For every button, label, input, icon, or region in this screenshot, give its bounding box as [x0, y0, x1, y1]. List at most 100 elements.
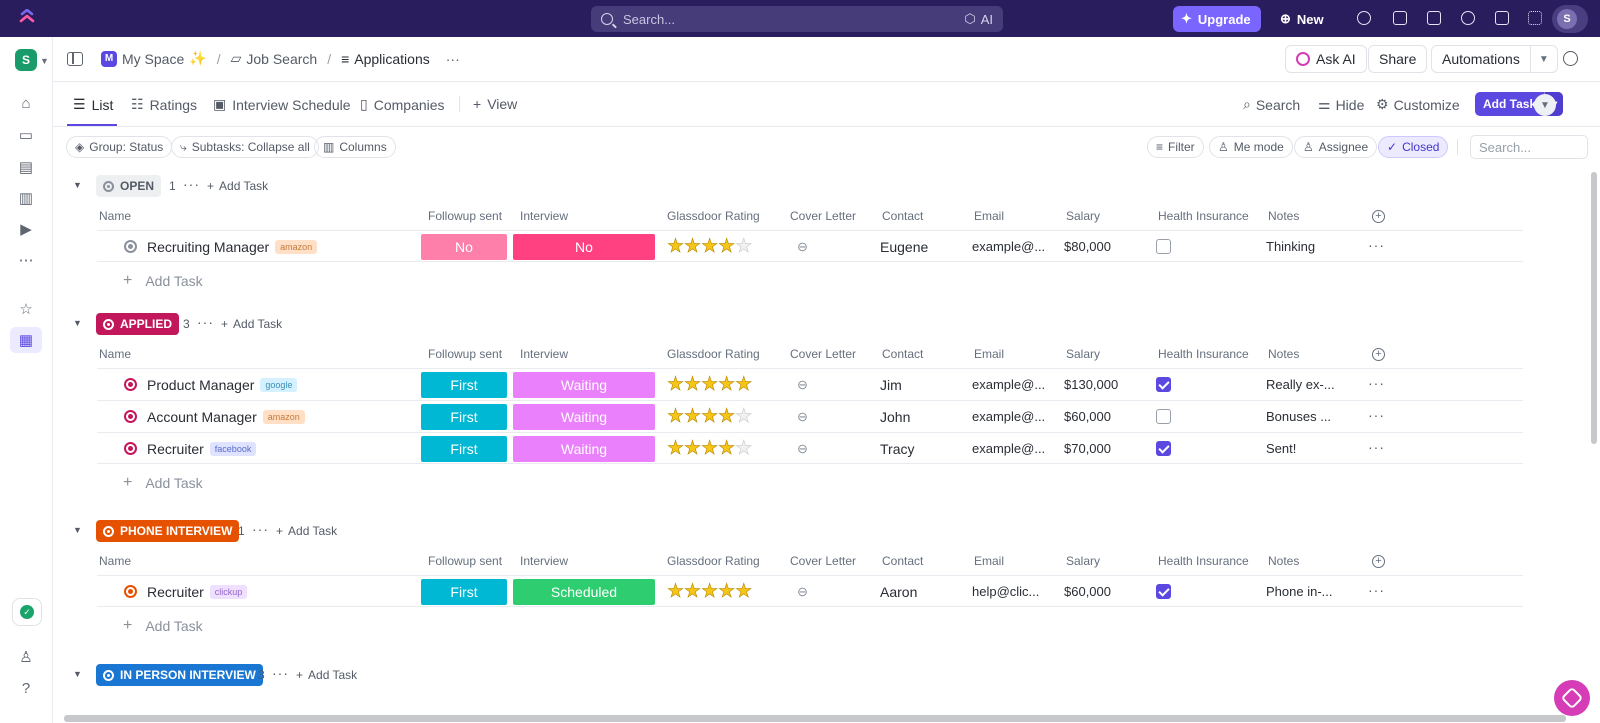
contact-cell[interactable]: Tracy: [880, 441, 915, 457]
chevron-down-icon[interactable]: ▼: [73, 525, 82, 535]
task-status-icon[interactable]: [124, 442, 137, 455]
star-icon[interactable]: ★: [667, 406, 685, 427]
add-task-row[interactable]: + Add Task: [123, 272, 203, 290]
group-more-icon[interactable]: ···: [197, 314, 214, 330]
health-insurance-checkbox[interactable]: [1156, 584, 1171, 599]
row-more-icon[interactable]: ···: [1368, 407, 1385, 423]
column-header[interactable]: Salary: [1066, 209, 1101, 223]
task-name[interactable]: Product Manager google: [147, 377, 298, 393]
followup-sent-cell[interactable]: First: [421, 404, 507, 430]
health-insurance-checkbox[interactable]: [1156, 377, 1171, 392]
glassdoor-rating[interactable]: ★ ★ ★ ★ ★: [667, 438, 753, 459]
tab-ratings[interactable]: ☷ Ratings: [131, 96, 197, 113]
task-tag[interactable]: amazon: [262, 410, 305, 424]
contact-cell[interactable]: Aaron: [880, 584, 918, 600]
star-icon[interactable]: ★: [667, 374, 685, 395]
help-icon[interactable]: ?: [21, 679, 31, 697]
contact-cell[interactable]: Jim: [880, 377, 902, 393]
notes-cell[interactable]: Bonuses ...: [1266, 409, 1332, 424]
favorites-star-icon[interactable]: ☆: [19, 301, 33, 318]
task-status-icon[interactable]: [124, 585, 137, 598]
ask-ai-button[interactable]: Ask AI: [1285, 45, 1367, 73]
salary-cell[interactable]: $70,000: [1064, 441, 1111, 456]
workspace-badge[interactable]: S: [15, 49, 37, 71]
task-tag[interactable]: clickup: [209, 585, 248, 599]
task-name[interactable]: Recruiter clickup: [147, 584, 248, 600]
salary-cell[interactable]: $60,000: [1064, 409, 1111, 424]
star-icon[interactable]: ★: [701, 438, 719, 459]
share-button[interactable]: Share: [1368, 45, 1428, 73]
document-icon[interactable]: [1495, 11, 1509, 25]
column-header[interactable]: Notes: [1268, 209, 1300, 223]
collapse-toggle[interactable]: ▼: [1534, 94, 1556, 116]
salary-cell[interactable]: $130,000: [1064, 377, 1119, 392]
task-status-icon[interactable]: [124, 240, 137, 253]
row-more-icon[interactable]: ···: [1368, 237, 1385, 253]
table-row[interactable]: Recruiter clickup First Scheduled ★ ★ ★ ★ ★ ⊘ Aaro…: [97, 575, 1523, 607]
interview-cell[interactable]: Waiting: [513, 372, 655, 398]
column-header[interactable]: Interview: [520, 347, 569, 361]
row-more-icon[interactable]: ···: [1368, 375, 1385, 391]
group-more-icon[interactable]: ···: [272, 665, 289, 681]
table-row[interactable]: Recruiter facebook First Waiting ★ ★ ★ ★ ★ ⊘ Tracy…: [97, 432, 1523, 464]
hide-button[interactable]: ⚌ Hide: [1318, 96, 1364, 113]
star-icon[interactable]: ★: [684, 438, 702, 459]
add-column-icon[interactable]: +: [1372, 210, 1385, 223]
new-button[interactable]: ⊕ New: [1272, 6, 1332, 32]
star-icon[interactable]: ★: [735, 406, 753, 427]
email-cell[interactable]: example@...: [972, 377, 1046, 392]
star-icon[interactable]: ★: [735, 236, 753, 257]
tab-companies[interactable]: ▯ Companies: [360, 96, 445, 113]
status-pill-applied[interactable]: APPLIED: [96, 313, 180, 335]
group-more-icon[interactable]: ···: [183, 176, 200, 192]
star-icon[interactable]: ★: [701, 374, 719, 395]
column-header[interactable]: Interview: [520, 554, 569, 568]
search-ai-toggle[interactable]: ⬡ AI: [964, 11, 993, 27]
add-task-row[interactable]: + Add Task: [123, 474, 203, 492]
chat-icon[interactable]: [1563, 51, 1578, 66]
filter-chip[interactable]: ≡ Filter: [1147, 136, 1204, 158]
notepad-icon[interactable]: [1393, 11, 1407, 25]
paperclip-icon[interactable]: ⊘: [793, 375, 812, 394]
view-search-button[interactable]: ⌕ Search: [1243, 96, 1300, 113]
paperclip-icon[interactable]: ⊘: [793, 237, 812, 256]
star-icon[interactable]: ★: [667, 236, 685, 257]
group-more-icon[interactable]: ···: [252, 521, 269, 537]
apps-grid-icon[interactable]: [1528, 11, 1542, 25]
notes-cell[interactable]: Thinking: [1266, 239, 1316, 254]
chevron-down-icon[interactable]: ▼: [1529, 46, 1557, 72]
star-icon[interactable]: ★: [735, 438, 753, 459]
column-header[interactable]: Salary: [1066, 554, 1101, 568]
salary-cell[interactable]: $80,000: [1064, 239, 1111, 254]
add-column-icon[interactable]: +: [1372, 555, 1385, 568]
assignee-chip[interactable]: ♙ Assignee: [1294, 136, 1378, 158]
interview-cell[interactable]: No: [513, 234, 655, 260]
status-check-button[interactable]: ✓: [12, 598, 42, 626]
global-search-input[interactable]: Search... ⬡ AI: [591, 6, 1003, 32]
followup-sent-cell[interactable]: First: [421, 372, 507, 398]
task-status-icon[interactable]: [124, 410, 137, 423]
table-row[interactable]: Product Manager google First Waiting ★ ★ ★ ★ ★ ⊘ J…: [97, 368, 1523, 400]
paperclip-icon[interactable]: ⊘: [793, 439, 812, 458]
email-cell[interactable]: help@clic...: [972, 584, 1040, 599]
interview-cell[interactable]: Waiting: [513, 436, 655, 462]
interview-cell[interactable]: Scheduled: [513, 579, 655, 605]
check-circle-icon[interactable]: [1357, 11, 1371, 25]
paperclip-icon[interactable]: ⊘: [793, 407, 812, 426]
horizontal-scrollbar[interactable]: [64, 715, 1566, 722]
star-icon[interactable]: ★: [718, 406, 736, 427]
star-icon[interactable]: ★: [701, 236, 719, 257]
status-pill-phone-interview[interactable]: PHONE INTERVIEW: [96, 520, 240, 542]
row-more-icon[interactable]: ···: [1368, 582, 1385, 598]
star-icon[interactable]: ★: [684, 581, 702, 602]
column-header[interactable]: Health Insurance: [1158, 347, 1249, 361]
column-header[interactable]: Contact: [882, 209, 924, 223]
followup-sent-cell[interactable]: No: [421, 234, 507, 260]
glassdoor-rating[interactable]: ★ ★ ★ ★ ★: [667, 406, 753, 427]
glassdoor-rating[interactable]: ★ ★ ★ ★ ★: [667, 374, 753, 395]
task-name[interactable]: Account Manager amazon: [147, 409, 305, 425]
ai-assistant-button[interactable]: [1554, 680, 1590, 716]
column-header[interactable]: Salary: [1066, 347, 1101, 361]
group-add-task-button[interactable]: + Add Task: [221, 317, 282, 331]
glassdoor-rating[interactable]: ★ ★ ★ ★ ★: [667, 581, 753, 602]
